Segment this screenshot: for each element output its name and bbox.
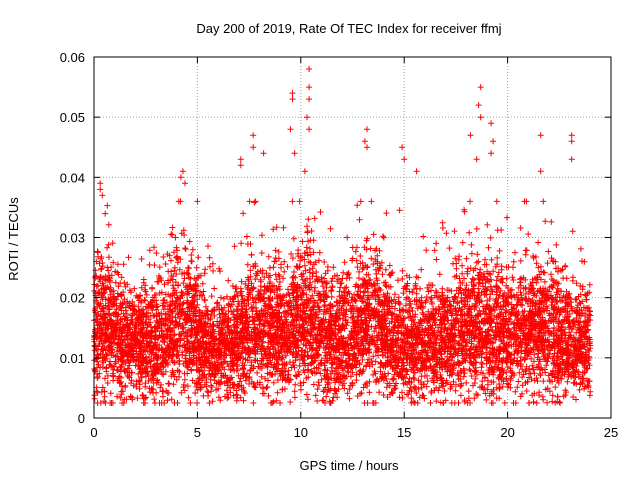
- chart-background: [0, 0, 640, 480]
